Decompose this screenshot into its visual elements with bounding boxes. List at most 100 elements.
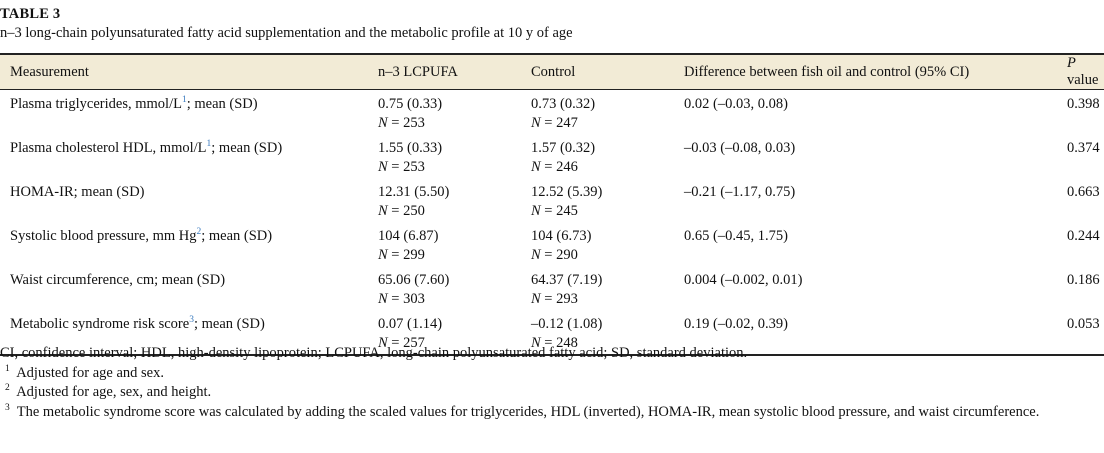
n-equals: = — [387, 335, 404, 351]
difference-cell: –0.21 (–1.17, 0.75) — [684, 184, 796, 200]
n-count: N = 247 — [531, 114, 674, 133]
n-value: 293 — [556, 291, 578, 307]
p-value-cell: 0.398 — [1067, 96, 1100, 112]
measurement-label: HOMA-IR; mean (SD) — [10, 184, 145, 200]
n-symbol: N — [531, 203, 541, 219]
p-value-cell: 0.663 — [1067, 184, 1100, 200]
difference-cell: 0.19 (–0.02, 0.39) — [674, 310, 1057, 356]
control-mean: –0.12 (1.08) — [531, 316, 603, 332]
p-value-cell: 0.244 — [1067, 228, 1100, 244]
table-row: Metabolic syndrome risk score3; mean (SD… — [0, 310, 1104, 356]
abbreviations-note: CI, confidence interval; HDL, high-densi… — [0, 345, 748, 361]
lcpufa-cell: 0.07 (1.14) N = 257 — [368, 310, 521, 356]
n-symbol: N — [378, 203, 388, 219]
table-label: TABLE 3 — [0, 6, 61, 22]
footnote-ref[interactable]: 3 — [189, 315, 194, 326]
n-equals: = — [540, 335, 557, 351]
n-value: 246 — [556, 159, 578, 175]
n-equals: = — [540, 247, 557, 263]
footnote-2-text: Adjusted for age, sex, and height. — [16, 384, 212, 400]
n-equals: = — [387, 203, 404, 219]
n-equals: = — [540, 115, 557, 131]
control-mean: 12.52 (5.39) — [531, 184, 603, 200]
n-symbol: N — [531, 247, 541, 263]
results-table: Measurement n–3 LCPUFA Control Differenc… — [0, 53, 1104, 356]
control-mean: 0.73 (0.32) — [531, 96, 596, 112]
n-equals: = — [540, 291, 557, 307]
control-cell: 0.73 (0.32) N = 247 — [521, 90, 674, 135]
header-difference: Difference between fish oil and control … — [674, 53, 1057, 90]
measurement-label-tail: ; mean (SD) — [186, 96, 258, 112]
measurement-label-tail: ; mean (SD) — [193, 316, 265, 332]
table-row: Systolic blood pressure, mm Hg2; mean (S… — [0, 222, 1104, 266]
control-mean: 64.37 (7.19) — [531, 272, 603, 288]
n-symbol: N — [378, 291, 388, 307]
n-count: N = 248 — [531, 334, 674, 353]
lcpufa-mean: 1.55 (0.33) — [378, 140, 443, 156]
n-symbol: N — [531, 335, 541, 351]
n-value: 245 — [556, 203, 578, 219]
n-value: 250 — [403, 203, 425, 219]
n-count: N = 246 — [531, 158, 674, 177]
measurement-label: Waist circumference, cm; mean (SD) — [10, 272, 226, 288]
lcpufa-mean: 0.07 (1.14) — [378, 316, 443, 332]
lcpufa-mean: 104 (6.87) — [378, 228, 439, 244]
measurement-label-tail: ; mean (SD) — [211, 140, 283, 156]
control-cell: 12.52 (5.39) N = 245 — [521, 178, 674, 222]
n-symbol: N — [531, 291, 541, 307]
lcpufa-mean: 65.06 (7.60) — [378, 272, 450, 288]
lcpufa-cell: 65.06 (7.60) N = 303 — [368, 266, 521, 310]
measurement-cell: Plasma cholesterol HDL, mmol/L1; mean (S… — [0, 134, 368, 178]
n-symbol: N — [378, 159, 388, 175]
n-count: N = 290 — [531, 246, 674, 265]
footnote-ref[interactable]: 1 — [206, 139, 212, 150]
n-equals: = — [387, 115, 404, 131]
p-value-cell: 0.186 — [1067, 272, 1100, 288]
n-count: N = 253 — [378, 158, 521, 177]
control-cell: 64.37 (7.19) N = 293 — [521, 266, 674, 310]
n-equals: = — [387, 159, 404, 175]
measurement-label: Systolic blood pressure, mm Hg — [10, 228, 197, 244]
p-italic: P — [1067, 55, 1076, 71]
measurement-label: Plasma triglycerides, mmol/L — [10, 96, 182, 112]
n-symbol: N — [378, 247, 388, 263]
n-count: N = 257 — [378, 334, 521, 353]
footnote-3-text: The metabolic syndrome score was calcula… — [16, 403, 1040, 420]
lcpufa-cell: 1.55 (0.33) N = 253 — [368, 134, 521, 178]
table-caption: n–3 long-chain polyunsaturated fatty aci… — [0, 25, 573, 41]
lcpufa-cell: 0.75 (0.33) N = 253 — [368, 90, 521, 135]
measurement-cell: Metabolic syndrome risk score3; mean (SD… — [0, 310, 368, 356]
measurement-cell: Systolic blood pressure, mm Hg2; mean (S… — [0, 222, 368, 266]
footnote-2-mark: 2 — [5, 383, 10, 394]
header-measurement: Measurement — [0, 53, 368, 90]
measurement-cell: Plasma triglycerides, mmol/L1; mean (SD) — [0, 90, 368, 135]
control-cell: 1.57 (0.32) N = 246 — [521, 134, 674, 178]
footnote-1: 1 Adjusted for age and sex. — [0, 364, 1104, 384]
lcpufa-cell: 104 (6.87) N = 299 — [368, 222, 521, 266]
control-cell: –0.12 (1.08) N = 248 — [521, 310, 674, 356]
measurement-label: Metabolic syndrome risk score — [10, 316, 190, 332]
footnote-ref[interactable]: 2 — [196, 227, 202, 238]
lcpufa-mean: 0.75 (0.33) — [378, 96, 443, 112]
measurement-label-tail: ; mean (SD) — [201, 228, 273, 244]
measurement-label: Plasma cholesterol HDL, mmol/L — [10, 140, 207, 156]
table-row: Plasma cholesterol HDL, mmol/L1; mean (S… — [0, 134, 1104, 178]
difference-cell: 0.65 (–0.45, 1.75) — [684, 228, 788, 244]
n-equals: = — [540, 159, 557, 175]
footnote-ref[interactable]: 1 — [181, 95, 187, 106]
p-rest: value — [1067, 72, 1099, 88]
footnote-3: 3 The metabolic syndrome score was calcu… — [0, 403, 1104, 423]
footnote-2: 2 Adjusted for age, sex, and height. — [0, 383, 1104, 403]
footnote-1-mark: 1 — [5, 363, 10, 374]
difference-cell: –0.03 (–0.08, 0.03) — [684, 140, 796, 156]
p-value-cell: 0.374 — [1067, 140, 1100, 156]
header-p-value: P value — [1057, 53, 1104, 90]
table-row: Plasma triglycerides, mmol/L1; mean (SD)… — [0, 90, 1104, 135]
control-mean: 104 (6.73) — [531, 228, 592, 244]
lcpufa-mean: 12.31 (5.50) — [378, 184, 450, 200]
footnote-1-text: Adjusted for age and sex. — [16, 364, 164, 381]
header-control: Control — [521, 53, 674, 90]
difference-cell: 0.004 (–0.002, 0.01) — [684, 272, 803, 288]
n-symbol: N — [531, 115, 541, 131]
